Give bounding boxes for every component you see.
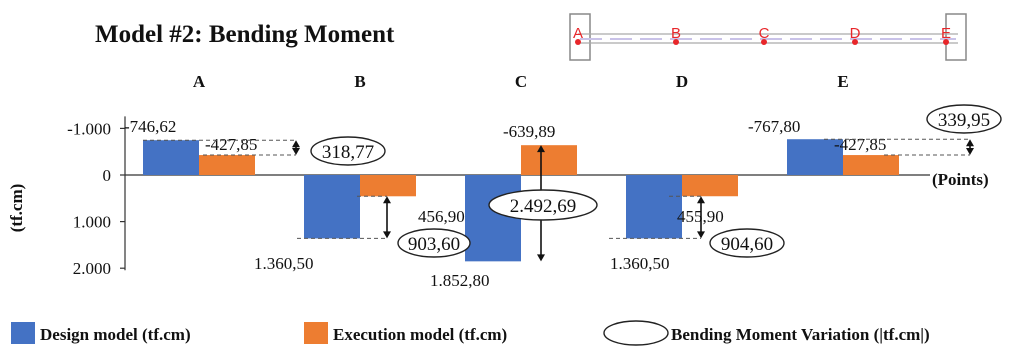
- variation-arrow-head: [537, 254, 545, 262]
- variation-value-label: 339,95: [938, 110, 990, 131]
- variation-arrow-head: [383, 196, 391, 204]
- execution-value-label: -427,85: [834, 135, 886, 154]
- y-tick-label: 2.000: [73, 259, 111, 278]
- execution-value-label: -427,85: [205, 135, 257, 154]
- schematic-point-marker: [575, 39, 581, 45]
- schematic-point-label: C: [759, 25, 770, 42]
- variation-arrow-head: [537, 145, 545, 153]
- beam-schematic: A B C D E: [569, 13, 967, 61]
- chart-title: Model #2: Bending Moment: [95, 21, 395, 48]
- category-label: B: [354, 72, 365, 91]
- schematic-point-label: B: [671, 25, 681, 42]
- legend-swatch-execution: [304, 322, 328, 344]
- schematic-point-marker: [673, 39, 679, 45]
- design-bar: [465, 175, 521, 262]
- variation-value-label: 318,77: [322, 142, 374, 163]
- schematic-point-label: E: [941, 25, 951, 42]
- legend-oval-variation: [603, 320, 669, 346]
- execution-bar: [843, 155, 899, 175]
- chart-bars: [143, 139, 899, 262]
- y-axis-label: (tf.cm): [7, 184, 26, 233]
- variation-arrow-head: [697, 196, 705, 204]
- design-value-label: 1.360,50: [610, 254, 670, 273]
- design-value-label: -767,80: [748, 117, 800, 136]
- variation-oval: [926, 104, 1002, 134]
- y-tick-label: -1.000: [67, 119, 111, 138]
- category-label: D: [676, 72, 688, 91]
- execution-bar: [682, 175, 738, 197]
- variation-value-label: 904,60: [721, 234, 773, 255]
- execution-value-label: 456,90: [418, 207, 465, 226]
- legend-label-execution: Execution model (tf.cm): [333, 325, 507, 344]
- design-bar: [626, 175, 682, 239]
- variation-arrow-head: [383, 231, 391, 239]
- schematic-point-marker: [761, 39, 767, 45]
- variation-arrow-head: [292, 140, 300, 148]
- legend-swatch-design: [11, 322, 35, 344]
- y-tick-label: 0: [103, 166, 112, 185]
- legend-label-variation: Bending Moment Variation (|tf.cm|): [671, 325, 930, 344]
- category-label: C: [515, 72, 527, 91]
- design-value-label: -746,62: [124, 117, 176, 136]
- variation-arrow-head: [697, 231, 705, 239]
- execution-bar: [199, 155, 255, 175]
- variation-oval: [488, 189, 598, 221]
- design-bar: [787, 139, 843, 175]
- execution-bar: [360, 175, 416, 197]
- legend-label-design: Design model (tf.cm): [40, 325, 191, 344]
- schematic-point-label: A: [573, 25, 583, 42]
- category-label: A: [193, 72, 206, 91]
- schematic-point-label: D: [850, 25, 861, 42]
- variation-arrow-head: [966, 148, 974, 156]
- variation-oval: [397, 228, 471, 258]
- execution-value-label: -639,89: [503, 122, 555, 141]
- variation-oval: [310, 136, 386, 166]
- design-value-label: 1.852,80: [430, 271, 490, 290]
- variation-annotations: 318,77 903,60 2.492,69 904,60 339,95: [143, 104, 1002, 262]
- schematic-point-marker: [852, 39, 858, 45]
- variation-oval: [709, 228, 785, 258]
- category-label: E: [837, 72, 848, 91]
- x-axis-label: (Points): [932, 170, 989, 189]
- variation-arrow-head: [966, 139, 974, 147]
- schematic-point-marker: [943, 39, 949, 45]
- legend: Design model (tf.cm) Execution model (tf…: [11, 320, 930, 346]
- design-value-label: 1.360,50: [254, 254, 314, 273]
- y-tick-label: 1.000: [73, 213, 111, 232]
- chart-data-labels: -746,62 -427,85 1.360,50 456,90 1.852,80 -639…: [124, 117, 886, 290]
- variation-value-label: 903,60: [408, 234, 460, 255]
- design-bar: [143, 140, 199, 175]
- design-bar: [304, 175, 360, 239]
- variation-arrow-head: [292, 148, 300, 156]
- execution-bar: [521, 145, 577, 175]
- variation-value-label: 2.492,69: [510, 196, 577, 217]
